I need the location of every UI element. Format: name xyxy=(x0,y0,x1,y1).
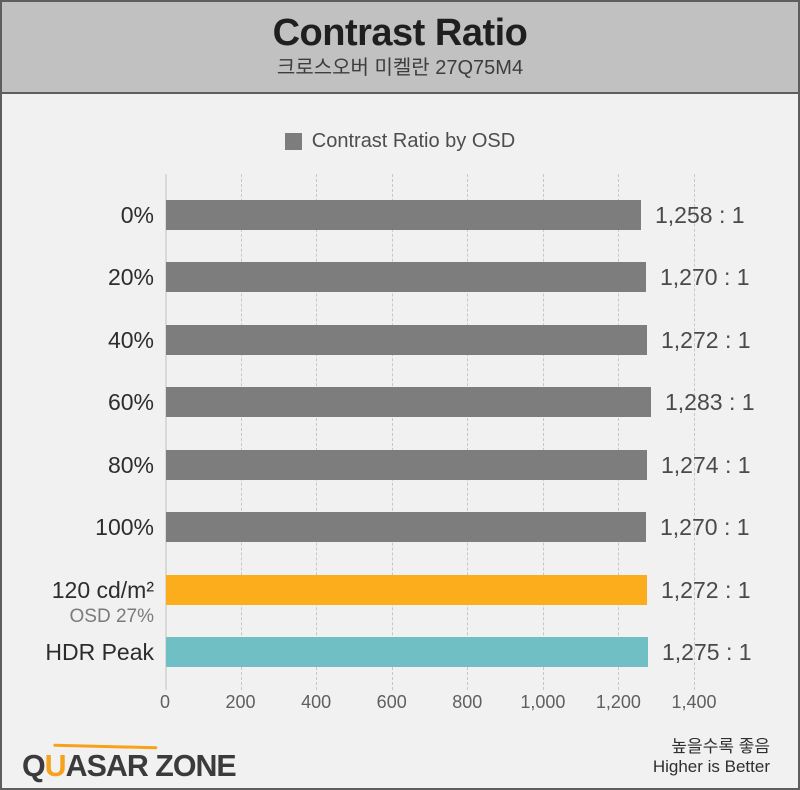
gridline xyxy=(316,174,318,690)
value-label: 1,270 : 1 xyxy=(660,514,750,540)
x-axis-tick-label: 600 xyxy=(376,692,407,712)
logo-text-q: Q xyxy=(22,748,46,783)
quasarzone-logo: QUASAR ZONE xyxy=(22,743,237,784)
bar-80- xyxy=(166,450,647,480)
category-label-main: 40% xyxy=(107,327,154,353)
footer-note-korean: 높을수록 좋음 xyxy=(671,737,770,756)
category-label: 120 cd/m² OSD 27% xyxy=(2,575,154,628)
category-label: 80% xyxy=(2,450,154,480)
category-label: 0% xyxy=(2,200,154,230)
x-axis-tick-label: 800 xyxy=(452,692,483,712)
gridline xyxy=(240,174,242,690)
x-axis-tick-label: 1,000 xyxy=(520,692,566,712)
x-axis-tick-label: 1,200 xyxy=(595,692,641,712)
bar-120-cd-m- xyxy=(166,575,647,605)
chart-header: Contrast Ratio 크로스오버 미켈란 27Q75M4 xyxy=(2,2,798,94)
bar-0- xyxy=(166,200,641,230)
chart-subtitle: 크로스오버 미켈란 27Q75M4 xyxy=(276,57,524,79)
x-axis-tick-label: 0 xyxy=(159,692,171,712)
gridline xyxy=(391,174,393,690)
value-label: 1,283 : 1 xyxy=(665,389,755,415)
category-label: 60% xyxy=(2,387,154,417)
category-label-main: 0% xyxy=(120,202,154,228)
bar-40- xyxy=(166,325,647,355)
value-label: 1,270 : 1 xyxy=(660,264,750,290)
x-axis-tick-label: 1,400 xyxy=(671,692,717,712)
value-label: 1,274 : 1 xyxy=(661,452,751,478)
value-label: 1,258 : 1 xyxy=(655,202,745,228)
legend-swatch-icon xyxy=(284,132,302,150)
value-label: 1,272 : 1 xyxy=(661,577,751,603)
bar-20- xyxy=(166,262,646,292)
chart-title: Contrast Ratio xyxy=(272,12,528,54)
bar-60- xyxy=(166,387,651,417)
logo-text-u: U xyxy=(44,748,67,783)
legend-label: Contrast Ratio by OSD xyxy=(311,129,516,152)
category-label-main: HDR Peak xyxy=(45,639,154,665)
footer-note-english: Higher is Better xyxy=(652,757,770,776)
footer-note: 높을수록 좋음 Higher is Better xyxy=(653,737,770,777)
category-label-main: 100% xyxy=(95,514,154,540)
gridline xyxy=(618,174,620,690)
category-label-main: 80% xyxy=(107,452,154,478)
category-label: 40% xyxy=(2,325,154,355)
gridline xyxy=(542,174,544,690)
gridline xyxy=(694,174,695,690)
value-label: 1,272 : 1 xyxy=(661,327,751,353)
value-label: 1,275 : 1 xyxy=(662,639,752,665)
bar-hdr-peak xyxy=(166,637,648,667)
gridline xyxy=(467,174,469,690)
category-label-main: 120 cd/m² xyxy=(51,577,154,603)
category-label: 100% xyxy=(2,512,154,542)
x-axis-tick-label: 200 xyxy=(225,692,256,712)
category-sublabel: OSD 27% xyxy=(69,606,154,627)
category-label-main: 20% xyxy=(107,264,154,290)
bar-100- xyxy=(166,512,646,542)
category-label: HDR Peak xyxy=(2,637,154,667)
legend: Contrast Ratio by OSD xyxy=(2,128,798,154)
category-label-main: 60% xyxy=(107,389,154,415)
x-axis-tick-label: 400 xyxy=(301,692,332,712)
axis-zero-line xyxy=(165,174,167,690)
logo-text-rest: ASAR ZONE xyxy=(65,748,237,783)
category-label: 20% xyxy=(2,262,154,292)
